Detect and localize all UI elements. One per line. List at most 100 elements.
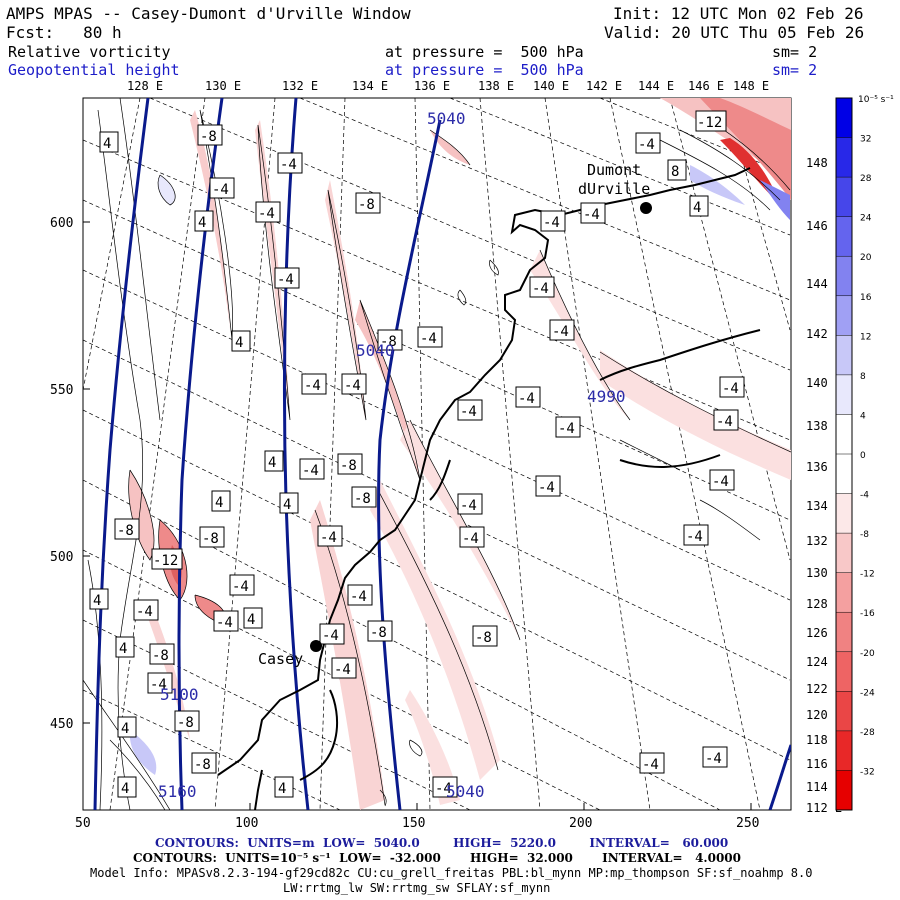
svg-text:-8: -8: [475, 630, 492, 646]
lon-label: 128 E: [127, 79, 163, 93]
x-tick-label: 200: [569, 816, 592, 831]
header-init: Init: 12 UTC Mon 02 Feb 26: [613, 4, 864, 23]
colorbar: 32 28 24 20 16 12 8 4 0 -4 -8 -12 -16 -20 -24 -28 -32: [835, 97, 875, 811]
vort-label: -8: [355, 192, 381, 214]
vort-label: -4: [719, 376, 745, 398]
colorbar-tick-label: 20: [860, 253, 872, 263]
field2-name: Geopotential height: [8, 61, 180, 79]
vort-label: -8: [367, 620, 393, 642]
colorbar-tick-label: -32: [860, 767, 875, 777]
header-forecast: Fcst: 80 h: [6, 23, 122, 42]
vort-label: -8: [197, 124, 223, 146]
header-valid: Valid: 20 UTC Thu 05 Feb 26: [604, 23, 865, 42]
field1-level: at pressure = 500 hPa: [385, 43, 584, 61]
vort-label: -4: [319, 623, 345, 645]
svg-text:-8: -8: [117, 523, 134, 539]
svg-text:4: 4: [215, 495, 223, 511]
colorbar-swatch: [836, 98, 852, 138]
vort-label: -4: [457, 493, 483, 515]
vort-label: -4: [535, 475, 561, 497]
lon-labels-top: 128 E 130 E 132 E 134 E 136 E 138 E 140 …: [127, 79, 769, 93]
header-title: AMPS MPAS -- Casey-Dumont d'Urville Wind…: [6, 4, 411, 23]
svg-text:-4: -4: [722, 381, 739, 397]
lon-label: 140 E: [533, 79, 569, 93]
svg-text:-4: -4: [638, 137, 655, 153]
lon-label: 112 E: [806, 801, 842, 815]
colorbar-tick-label: -8: [860, 530, 869, 540]
x-tick-label: 150: [402, 816, 425, 831]
vort-label: -8: [377, 329, 403, 351]
height-label-5160: 5160: [158, 782, 197, 801]
vort-label: -4: [347, 584, 373, 606]
vort-label: 4: [231, 330, 251, 352]
vort-label: -4: [432, 776, 458, 798]
colorbar-swatch: [836, 177, 852, 217]
svg-text:4: 4: [235, 335, 243, 351]
height-labels: 5040 5040 4990 5100 5160 5040: [158, 109, 626, 801]
lon-label: 132 E: [282, 79, 318, 93]
lon-label: 124 E: [806, 655, 842, 669]
svg-text:-4: -4: [334, 662, 351, 678]
svg-text:4: 4: [93, 593, 101, 609]
vort-label: -8: [174, 710, 200, 732]
svg-text:-4: -4: [277, 272, 294, 288]
lon-label: 132 E: [806, 534, 842, 548]
colorbar-swatch: [836, 572, 852, 613]
colorbar-tick-label: 12: [860, 332, 871, 342]
lon-label: 144 E: [806, 277, 842, 291]
colorbar-tick-label: -12: [860, 570, 875, 580]
vort-label: 4: [211, 490, 231, 512]
colorbar-tick-label: -28: [860, 728, 875, 738]
svg-text:-4: -4: [302, 463, 319, 479]
height-label-5100: 5100: [160, 685, 199, 704]
vort-label: -8: [191, 752, 217, 774]
height-label-5040-mid: 5040: [356, 341, 395, 360]
svg-text:-4: -4: [558, 421, 575, 437]
vort-label: -8: [337, 453, 363, 475]
field1-smooth: sm= 2: [772, 43, 818, 61]
vort-label: 4: [117, 776, 137, 798]
vort-label: -4: [709, 469, 735, 491]
lon-label: 130 E: [205, 79, 241, 93]
x-tick-label: 50: [75, 816, 91, 831]
vort-label: -4: [529, 276, 555, 298]
vort-label: -12: [151, 548, 183, 570]
vort-label: -8: [199, 526, 225, 548]
lon-label: 138 E: [478, 79, 514, 93]
vort-label: 4: [115, 636, 135, 658]
lon-label: 138 E: [806, 419, 842, 433]
vort-label: -4: [277, 152, 303, 174]
svg-text:-8: -8: [340, 458, 357, 474]
colorbar-tick-label: -4: [860, 491, 869, 501]
svg-text:-4: -4: [232, 579, 249, 595]
y-tick-label: 450: [50, 717, 73, 732]
vort-label: -4: [341, 373, 367, 395]
vort-label: -4: [683, 524, 709, 546]
colorbar-tick-label: 28: [860, 174, 872, 184]
lon-labels-right: 148 E 146 E 144 E 142 E 140 E 138 E 136 …: [806, 156, 842, 815]
svg-text:-8: -8: [194, 757, 211, 773]
colorbar-tick-label: -24: [860, 688, 875, 698]
lon-label: 118 E: [806, 733, 842, 747]
colorbar-tick-label: 24: [860, 214, 872, 224]
vort-label: -8: [472, 625, 498, 647]
svg-text:-4: -4: [435, 781, 452, 797]
vort-label: -4: [580, 202, 606, 224]
station-label-dumont-1: Dumont: [587, 161, 641, 179]
svg-text:-4: -4: [350, 589, 367, 605]
lon-label: 136 E: [414, 79, 450, 93]
lon-label: 114 E: [806, 780, 842, 794]
colorbar-swatch: [836, 651, 852, 692]
height-label-5040-bottom: 5040: [446, 782, 485, 801]
vort-label: 4: [689, 195, 709, 217]
station-label-dumont-2: dUrville: [578, 180, 650, 198]
lon-label: 146 E: [688, 79, 724, 93]
lon-label: 122 E: [806, 682, 842, 696]
colorbar-swatch: [836, 137, 852, 178]
svg-text:-4: -4: [322, 628, 339, 644]
lon-label: 134 E: [352, 79, 388, 93]
svg-text:4: 4: [103, 136, 111, 152]
lon-label: 144 E: [638, 79, 674, 93]
svg-text:-4: -4: [136, 604, 153, 620]
